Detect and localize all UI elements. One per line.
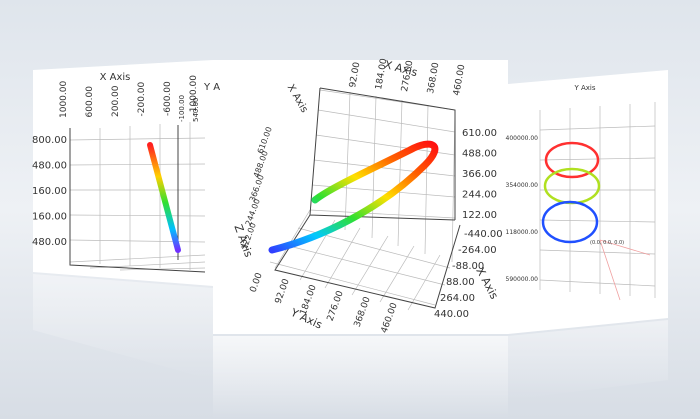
reflection [508, 320, 668, 400]
tick-label: 610.00 [462, 128, 497, 139]
guide [599, 239, 651, 301]
tick-label: 488.00 [462, 149, 497, 160]
panel [508, 70, 668, 334]
tick-label: -88.00 [452, 261, 484, 272]
tick-label: 354000.00 [506, 182, 539, 189]
ring [541, 200, 599, 244]
curve [268, 140, 439, 254]
axis-title: Y A [203, 82, 220, 93]
tick-label: 122.00 [462, 210, 497, 221]
tick-label: 244.00 [462, 190, 497, 201]
tick-label: 88.00 [446, 277, 475, 288]
reflection [213, 336, 508, 419]
tick-label: 600.00 [85, 86, 95, 118]
axis [69, 125, 206, 273]
axis [274, 87, 461, 309]
tick-label: -440.00 [464, 229, 503, 240]
tick-label: -600.00 [163, 81, 173, 116]
ring [544, 141, 600, 179]
tick-label: 590000.00 [506, 276, 539, 283]
tick-label: 800.00 [32, 135, 67, 146]
reflection [33, 274, 213, 380]
tick-label: -1000.00 [189, 75, 199, 116]
tick-label: 118000.00 [506, 229, 539, 236]
tick-label: -264.00 [458, 245, 497, 256]
tick-label: 480.00 [32, 161, 67, 172]
tick-label: 160.00 [32, 186, 67, 197]
panel [33, 60, 213, 286]
panel [213, 60, 508, 334]
tick-label: 440.00 [434, 309, 469, 320]
tick-label: 366.00 [462, 169, 497, 180]
tick-label: 480.00 [32, 237, 67, 248]
curve [147, 142, 181, 253]
tick-label: 200.00 [111, 85, 121, 117]
tick-label: 160.00 [32, 212, 67, 223]
grid [69, 122, 206, 271]
left-panel[interactable] [33, 60, 213, 286]
axis-title: Y Axis [573, 84, 595, 92]
tick-label: 92.00 [348, 61, 362, 88]
tick-label: -100.00 [178, 95, 186, 122]
annotation: (0.0, 0.0, 0.0) [590, 240, 624, 246]
axis-title: X Axis [100, 72, 131, 83]
tick-label: 540.00 [192, 98, 200, 123]
center-panel[interactable]: X Axis X Axis Z Axis Y Axis X Axis [213, 58, 508, 334]
tick-label: 1000.00 [59, 81, 69, 118]
tick-label: 400000.00 [506, 135, 539, 142]
tick-label: 264.00 [440, 293, 475, 304]
tick-label: -200.00 [137, 81, 147, 116]
right-panel[interactable] [508, 70, 668, 334]
